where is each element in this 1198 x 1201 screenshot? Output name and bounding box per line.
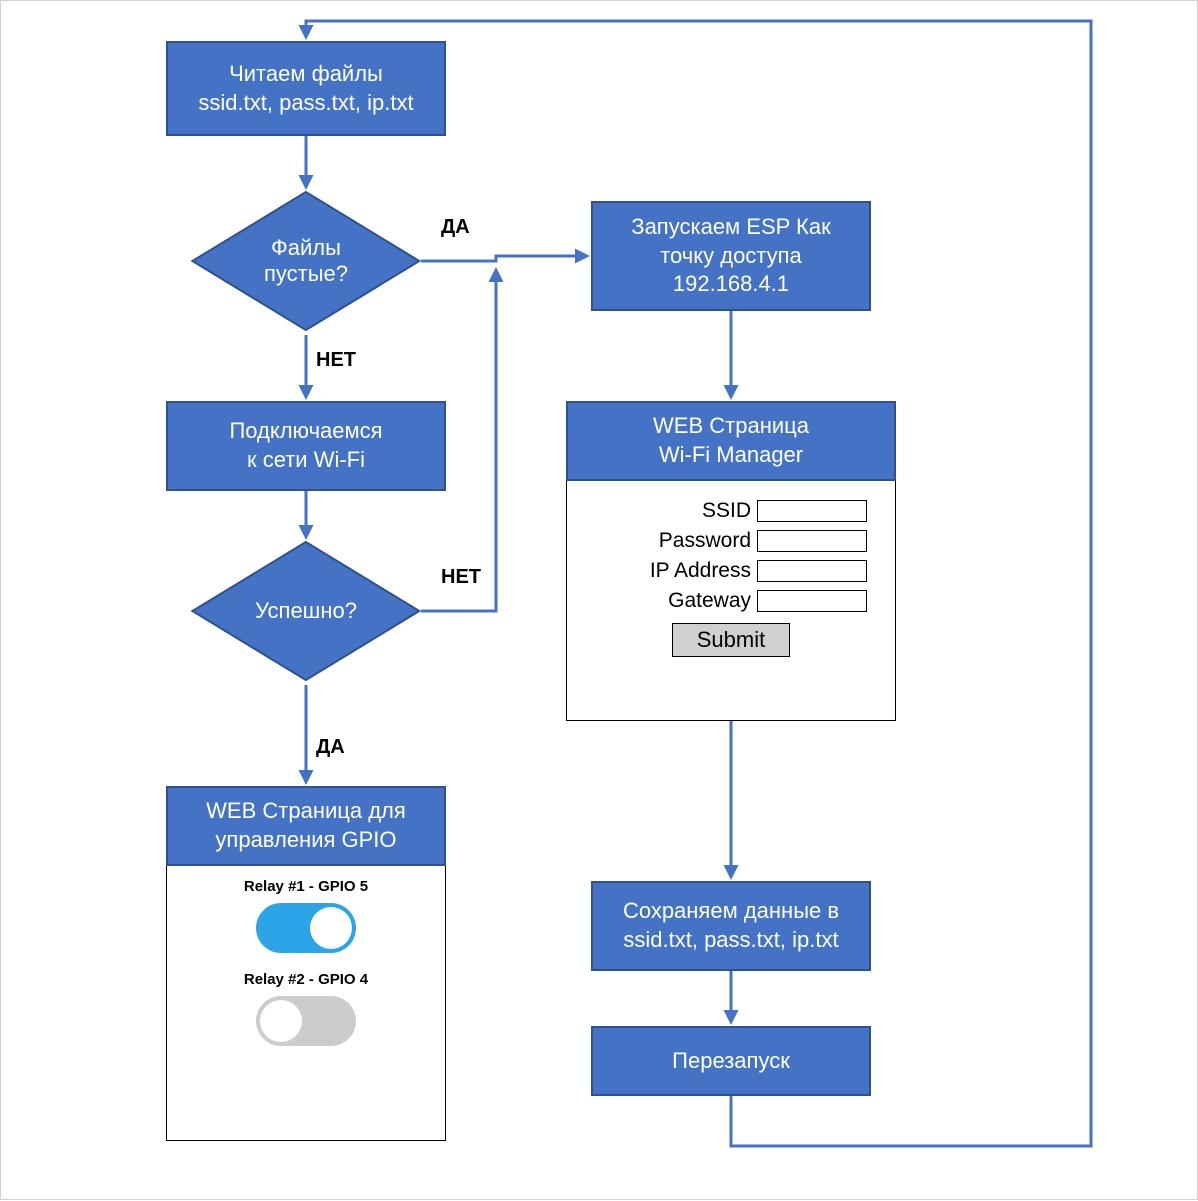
edge-label-yes1: ДА [441,216,470,239]
form-row-ip-address: IP Address [595,559,867,583]
relay-label: Relay #2 - GPIO 4 [244,971,368,988]
node-label: Запускаем ESP Какточку доступа192.168.4.… [631,213,830,299]
node-label: Подключаемсяк сети Wi-Fi [229,417,382,474]
relay-toggle-2[interactable] [256,996,356,1046]
node-read_files: Читаем файлыssid.txt, pass.txt, ip.txt [166,41,446,136]
node-label: WEB Страница дляуправления GPIO [206,797,406,854]
node-success [191,541,421,681]
form-row-password: Password [595,529,867,553]
gateway-field[interactable] [757,590,867,612]
form-label: IP Address [650,559,751,583]
node-label: Перезапуск [672,1047,790,1076]
edge-label-no2: НЕТ [441,566,481,589]
node-label: Сохраняем данные вssid.txt, pass.txt, ip… [623,897,839,954]
edge-label-yes2: ДА [316,736,345,759]
form-label: Password [659,529,751,553]
toggle-knob [260,1000,302,1042]
form-row-ssid: SSID [595,499,867,523]
node-restart: Перезапуск [591,1026,871,1096]
gpio-control-panel: Relay #1 - GPIO 5 Relay #2 - GPIO 4 [166,866,446,1141]
toggle-knob [310,907,352,949]
relay-label: Relay #1 - GPIO 5 [244,878,368,895]
ssid-field[interactable] [757,500,867,522]
ip-address-field[interactable] [757,560,867,582]
node-wifi_mgr_hdr: WEB СтраницаWi-Fi Manager [566,401,896,481]
relay-toggle-1[interactable] [256,903,356,953]
node-save_data: Сохраняем данные вssid.txt, pass.txt, ip… [591,881,871,971]
form-row-gateway: Gateway [595,589,867,613]
edge-label-no1: НЕТ [316,349,356,372]
node-label: Читаем файлыssid.txt, pass.txt, ip.txt [198,60,413,117]
node-connect_wifi: Подключаемсяк сети Wi-Fi [166,401,446,491]
form-label: SSID [702,499,751,523]
node-start_ap: Запускаем ESP Какточку доступа192.168.4.… [591,201,871,311]
node-gpio_hdr: WEB Страница дляуправления GPIO [166,786,446,866]
flow-edge [421,256,587,261]
node-label: WEB СтраницаWi-Fi Manager [653,412,809,469]
password-field[interactable] [757,530,867,552]
node-files_empty [191,191,421,331]
wifi-manager-form: SSID Password IP Address Gateway Submit [566,481,896,721]
submit-button[interactable]: Submit [672,623,790,657]
flowchart-canvas: Читаем файлыssid.txt, pass.txt, ip.txtФа… [0,0,1198,1200]
form-label: Gateway [668,589,751,613]
